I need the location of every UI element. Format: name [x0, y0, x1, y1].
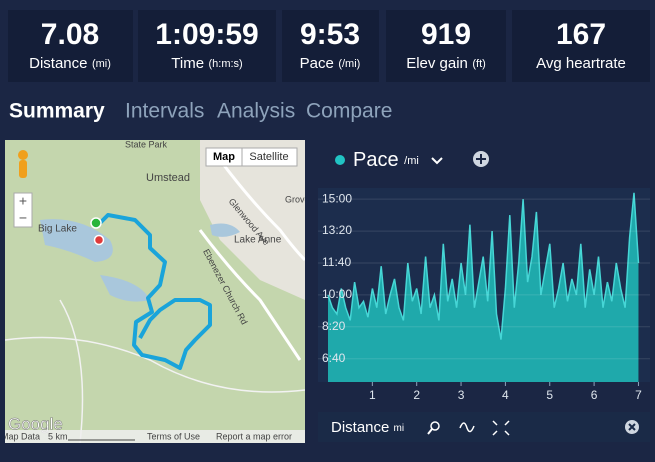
map-footer-text[interactable]: Terms of Use — [147, 431, 200, 441]
smooth-icon[interactable] — [459, 422, 475, 433]
area — [328, 192, 639, 382]
x-tick-label: 5 — [546, 388, 553, 402]
x-tick-label: 3 — [458, 388, 465, 402]
map-road — [198, 229, 302, 361]
stat-label: Distance — [29, 55, 87, 72]
stat-label: Avg heartrate — [536, 55, 626, 72]
y-tick-label: 8:20 — [322, 319, 346, 333]
stat-label-group: Pace (/mi) — [300, 55, 361, 72]
map-lake — [210, 223, 240, 237]
stat-label-group: Time (h:m:s) — [171, 55, 242, 72]
x-tick-label: 1 — [369, 388, 376, 402]
x-tick-label: 6 — [591, 388, 598, 402]
stat-unit: (ft) — [472, 58, 485, 70]
map-footer-text: Map Data — [1, 431, 40, 441]
tab[interactable]: Intervals — [125, 100, 204, 123]
map-place: State Park — [125, 139, 168, 149]
tab-active[interactable]: Summary — [9, 100, 105, 123]
map-footer-text: 5 km — [48, 431, 68, 441]
x-axis-unit[interactable]: mi — [394, 423, 405, 434]
map-place: Grove — [285, 194, 310, 204]
map-place: Lake Anne — [234, 235, 282, 246]
stat-value: 9:53 — [300, 18, 360, 51]
x-tick-label: 2 — [413, 388, 420, 402]
map-button-label[interactable]: Map — [213, 151, 235, 163]
stat-box — [512, 10, 650, 82]
map-urban — [200, 140, 305, 300]
add-icon[interactable] — [476, 154, 486, 164]
stat-value: 167 — [556, 18, 606, 51]
chart-title-group[interactable]: Pace /mi — [353, 149, 419, 171]
route-end — [93, 234, 105, 246]
chart-footer — [318, 412, 650, 442]
stat-box — [138, 10, 276, 82]
map-lake — [40, 219, 113, 262]
stat-label-group: Elev gain (ft) — [406, 55, 486, 72]
y-tick-label: 11:40 — [322, 255, 351, 269]
y-tick-label: 10:00 — [322, 287, 352, 301]
zoom-icon[interactable] — [430, 421, 440, 431]
stat-unit: (mi) — [92, 58, 111, 70]
chart-unit[interactable]: /mi — [404, 155, 419, 167]
stat-value: 7.08 — [41, 18, 99, 51]
pegman[interactable] — [18, 150, 28, 160]
y-tick-label: 13:20 — [322, 223, 352, 237]
series-dot — [335, 155, 345, 165]
stat-label-group: Distance (mi) — [29, 55, 111, 72]
map-button-label[interactable]: Satellite — [249, 151, 288, 163]
stat-label: Time — [171, 55, 204, 72]
map[interactable]: State Park Umstead Big Lake Lake Anne Gl… — [1, 139, 310, 443]
zoom-control[interactable] — [13, 192, 33, 228]
map-place: Umstead — [146, 172, 190, 184]
map-footer-text[interactable]: Report a map error — [216, 431, 292, 441]
map-route — [98, 213, 212, 370]
x-tick-label: 7 — [635, 388, 642, 402]
stat-value: 919 — [421, 18, 471, 51]
x-axis-label-group[interactable]: Distance mi — [331, 419, 404, 436]
y-tick-label: 6:40 — [322, 351, 346, 365]
map-road — [59, 299, 84, 443]
y-tick-label: 15:00 — [322, 191, 352, 205]
stat-box — [8, 10, 133, 82]
zoom-out[interactable]: − — [19, 210, 27, 226]
map-lake — [100, 275, 150, 302]
map-attribution: Google — [8, 414, 63, 433]
map-place: Big Lake — [38, 224, 77, 235]
stat-value: 1:09:59 — [155, 18, 258, 51]
x-axis-label[interactable]: Distance — [331, 419, 389, 436]
zoom-in[interactable]: + — [19, 193, 27, 209]
stat-label: Elev gain — [406, 55, 468, 72]
stat-box — [386, 10, 506, 82]
route-start — [90, 217, 102, 229]
map-road — [218, 159, 305, 262]
stat-unit: (/mi) — [338, 58, 360, 70]
expand-icon[interactable] — [492, 420, 510, 436]
x-tick-label: 4 — [502, 388, 509, 402]
line — [327, 192, 640, 340]
dropdown-caret[interactable] — [431, 157, 443, 165]
map-road — [5, 336, 305, 393]
stat-label: Pace — [300, 55, 334, 72]
zoom-icon[interactable] — [427, 428, 433, 435]
chart-title[interactable]: Pace — [353, 149, 399, 171]
pegman[interactable] — [19, 160, 27, 178]
tab[interactable]: Analysis — [217, 100, 295, 123]
stat-unit: (h:m:s) — [209, 58, 243, 70]
close-icon[interactable] — [628, 423, 636, 431]
tab[interactable]: Compare — [306, 100, 392, 123]
map-button[interactable] — [241, 147, 298, 167]
stat-box — [282, 10, 379, 82]
